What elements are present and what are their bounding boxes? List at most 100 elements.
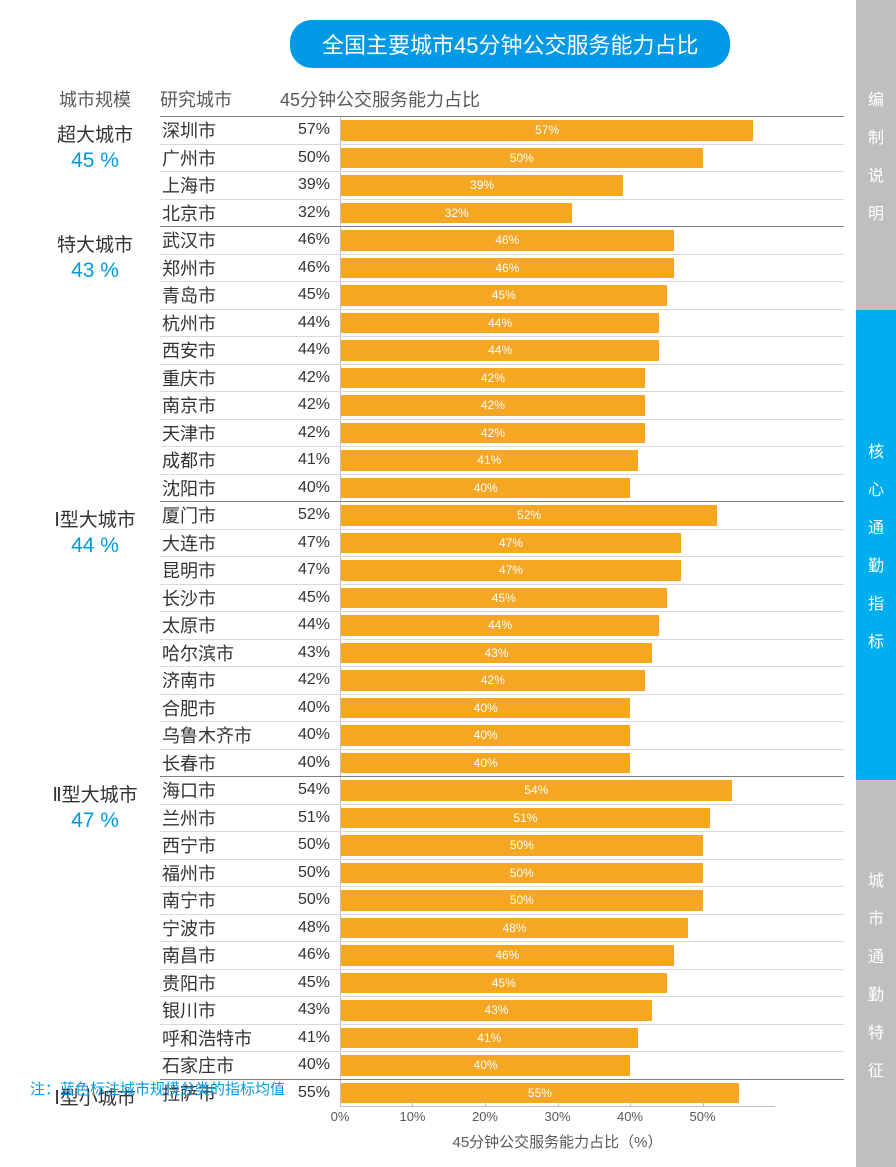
bar-label: 40% [474, 756, 498, 770]
bar: 40% [341, 1055, 630, 1076]
bar: 40% [341, 753, 630, 774]
city-name: 济南市 [160, 667, 280, 693]
bar: 40% [341, 725, 630, 746]
value-text: 40% [280, 726, 340, 744]
page-margin-strip [844, 0, 856, 1167]
city-name: 乌鲁木齐市 [160, 722, 280, 748]
bar-track: 57% [340, 117, 775, 144]
value-text: 44% [280, 341, 340, 359]
city-name: 贵阳市 [160, 970, 280, 996]
axis-tick-label: 40% [617, 1109, 643, 1124]
bar-track: 43% [340, 997, 775, 1024]
city-name: 沈阳市 [160, 475, 280, 501]
tab-char: 编 [868, 86, 884, 110]
bar: 44% [341, 615, 659, 636]
group-label: Ⅰ型大城市44 % [30, 505, 160, 558]
bar-label: 43% [485, 646, 509, 660]
axis-tick-label: 20% [472, 1109, 498, 1124]
bar-label: 46% [495, 261, 519, 275]
bar-track: 44% [340, 310, 775, 337]
bar: 41% [341, 1028, 638, 1049]
data-row: 南宁市50%50% [160, 886, 896, 914]
city-name: 福州市 [160, 860, 280, 886]
value-text: 54% [280, 781, 340, 799]
bar-track: 44% [340, 612, 775, 639]
value-text: 50% [280, 864, 340, 882]
data-row: 西宁市50%50% [160, 831, 896, 859]
bar: 54% [341, 780, 732, 801]
city-name: 西安市 [160, 337, 280, 363]
value-text: 51% [280, 809, 340, 827]
sidebar-tab[interactable]: 编制说明 [856, 0, 896, 310]
bar-label: 54% [524, 783, 548, 797]
sidebar-tab[interactable]: 核心通勤指标 [856, 310, 896, 780]
group-rows: 海口市54%54%兰州市51%51%西宁市50%50%福州市50%50%南宁市5… [160, 776, 896, 1079]
bar: 41% [341, 450, 638, 471]
bar-label: 44% [488, 343, 512, 357]
group-name: Ⅰ型大城市 [30, 505, 160, 532]
data-row: 北京市32%32% [160, 199, 896, 227]
tab-char: 通 [868, 514, 884, 538]
data-row: 石家庄市40%40% [160, 1051, 896, 1079]
value-text: 44% [280, 314, 340, 332]
group-avg: 47 % [30, 809, 160, 833]
bar: 55% [341, 1083, 739, 1104]
city-group: Ⅱ型大城市47 %海口市54%54%兰州市51%51%西宁市50%50%福州市5… [30, 776, 896, 1079]
group-avg: 44 % [30, 534, 160, 558]
data-row: 银川市43%43% [160, 996, 896, 1024]
city-name: 海口市 [160, 777, 280, 803]
header-city: 研究城市 [160, 86, 280, 112]
axis-tick-label: 50% [689, 1109, 715, 1124]
tab-char: 勤 [868, 552, 884, 576]
bar-track: 42% [340, 420, 775, 447]
value-text: 40% [280, 699, 340, 717]
city-name: 银川市 [160, 997, 280, 1023]
bar: 32% [341, 203, 572, 224]
bar-track: 40% [340, 695, 775, 722]
group-rows: 武汉市46%46%郑州市46%46%青岛市45%45%杭州市44%44%西安市4… [160, 226, 896, 501]
bar-track: 46% [340, 942, 775, 969]
axis-tick [340, 1102, 341, 1107]
city-name: 重庆市 [160, 365, 280, 391]
bar: 42% [341, 395, 645, 416]
data-row: 大连市47%47% [160, 529, 896, 557]
city-name: 南宁市 [160, 887, 280, 913]
bar-label: 51% [513, 811, 537, 825]
bar-label: 42% [481, 371, 505, 385]
data-row: 深圳市57%57% [160, 116, 896, 144]
bar: 42% [341, 423, 645, 444]
bar-track: 44% [340, 337, 775, 364]
bar-track: 40% [340, 475, 775, 502]
bar-label: 40% [474, 1058, 498, 1072]
data-row: 上海市39%39% [160, 171, 896, 199]
city-name: 青岛市 [160, 282, 280, 308]
bar: 50% [341, 890, 703, 911]
data-row: 重庆市42%42% [160, 364, 896, 392]
bar: 44% [341, 313, 659, 334]
tab-char: 说 [868, 162, 884, 186]
bar: 47% [341, 560, 681, 581]
value-text: 46% [280, 259, 340, 277]
city-name: 深圳市 [160, 117, 280, 143]
bar: 51% [341, 808, 710, 829]
data-row: 乌鲁木齐市40%40% [160, 721, 896, 749]
bar-label: 50% [510, 893, 534, 907]
group-name: Ⅱ型大城市 [30, 780, 160, 807]
bar: 45% [341, 973, 667, 994]
bar-label: 40% [474, 701, 498, 715]
city-name: 南昌市 [160, 942, 280, 968]
data-row: 呼和浩特市41%41% [160, 1024, 896, 1052]
bar: 52% [341, 505, 717, 526]
city-name: 兰州市 [160, 805, 280, 831]
city-name: 南京市 [160, 392, 280, 418]
bar-track: 39% [340, 172, 775, 199]
value-text: 39% [280, 176, 340, 194]
bar: 50% [341, 148, 703, 169]
bar-track: 32% [340, 200, 775, 227]
sidebar-tab[interactable]: 城市通勤特征 [856, 780, 896, 1167]
city-name: 太原市 [160, 612, 280, 638]
city-name: 宁波市 [160, 915, 280, 941]
city-name: 长沙市 [160, 585, 280, 611]
value-text: 50% [280, 836, 340, 854]
bar-label: 41% [477, 453, 501, 467]
